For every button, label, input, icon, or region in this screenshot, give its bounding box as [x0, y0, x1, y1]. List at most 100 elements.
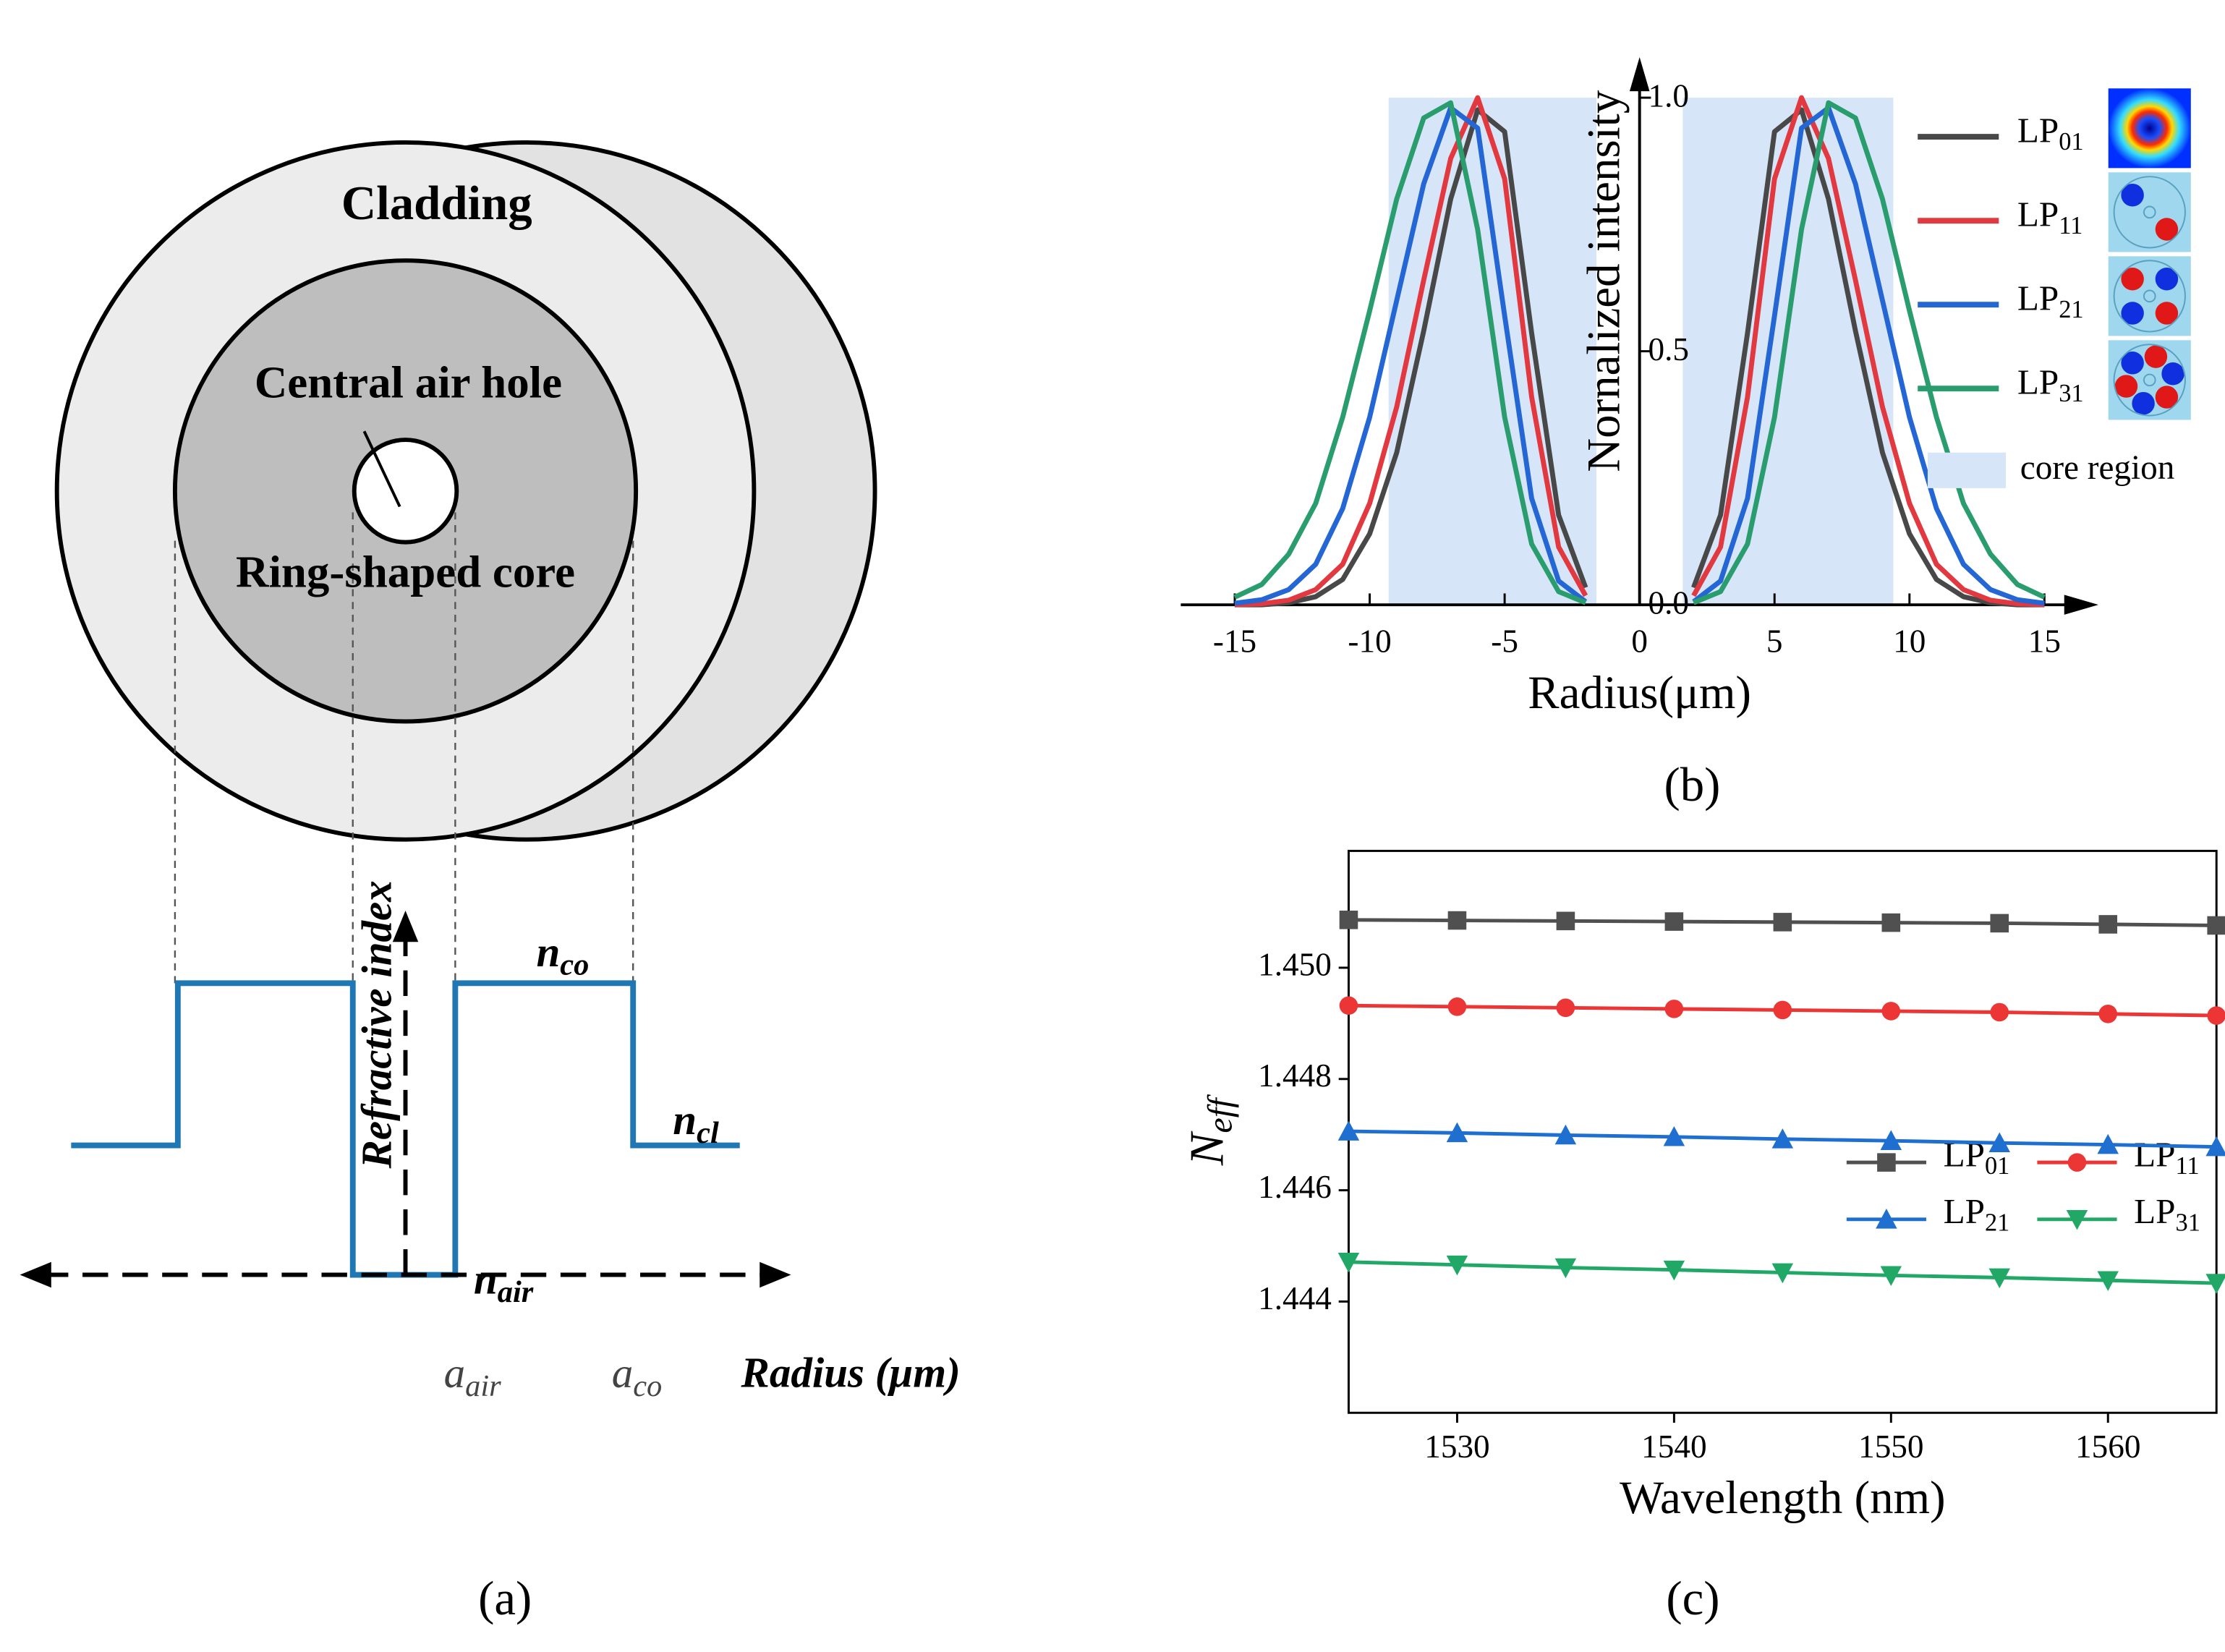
marker	[1988, 1132, 2011, 1153]
legend-marker	[1876, 1209, 1897, 1229]
marker	[1880, 1266, 1902, 1287]
air-hole-label: Central air hole	[255, 357, 562, 408]
arrow	[1629, 56, 1650, 92]
symbol-base: a	[444, 1349, 466, 1397]
marker	[1339, 996, 1358, 1016]
cladding-label: Cladding	[341, 176, 532, 230]
panel-label: (c)	[1666, 1572, 1719, 1625]
marker	[1337, 1120, 1360, 1141]
legend-marker	[2067, 1153, 2087, 1172]
symbol-subscript: co	[560, 948, 589, 982]
marker	[1337, 1253, 1360, 1273]
n-cl-label: ncl	[673, 1096, 719, 1150]
series-line	[1233, 100, 2046, 605]
y-tick-label: 1.450	[1258, 946, 1332, 982]
marker	[2098, 915, 2118, 934]
mode-ring	[2113, 176, 2186, 249]
marker	[1664, 1000, 1684, 1018]
marker	[1881, 913, 1901, 932]
marker	[1881, 1002, 1901, 1021]
marker	[1880, 1130, 1902, 1150]
mode-lobe	[2155, 386, 2179, 409]
marker	[1988, 1268, 2011, 1289]
mode-thumbnail	[2108, 256, 2191, 336]
symbol-subscript: cl	[697, 1116, 719, 1150]
x-tick-label: 1530	[1424, 1429, 1489, 1465]
mode-lobe	[2132, 391, 2155, 415]
marker	[2098, 1005, 2118, 1023]
mode-lobe	[2121, 352, 2144, 375]
y-tick-label: 1.446	[1258, 1169, 1332, 1205]
x-tick-label: 5	[1766, 623, 1783, 660]
marker	[1771, 1263, 1794, 1284]
x-tick-label: 1550	[1858, 1429, 1923, 1465]
marker	[2207, 916, 2225, 935]
series-line	[1234, 95, 2045, 608]
marker	[1556, 911, 1575, 931]
core-label: Ring-shaped core	[236, 546, 575, 597]
n-co-label: nco	[536, 928, 589, 982]
y-tick-label: 0.5	[1648, 331, 1689, 367]
a-air-label: aair	[444, 1349, 502, 1403]
y-tick-label: 1.444	[1258, 1280, 1332, 1316]
symbol-base: n	[536, 928, 560, 976]
mode-lobe	[2155, 268, 2179, 291]
mode-lobe	[2155, 302, 2179, 325]
chart: 1530 1540 1550 1560 1.444 1.446 1.448 1.450 Neff…	[1180, 849, 2225, 1625]
mode-thumbnail	[2108, 172, 2191, 252]
marker	[1771, 1128, 1794, 1149]
n-air-label: nair	[474, 1255, 534, 1309]
y-tick-label: 1.0	[1648, 77, 1689, 114]
x-tick-label: 1560	[2075, 1429, 2140, 1465]
guides	[174, 512, 634, 1275]
marker	[2097, 1133, 2119, 1154]
marker	[2207, 1006, 2225, 1025]
x-tick-label: 10	[1893, 623, 1926, 660]
symbol-subscript: co	[633, 1369, 662, 1403]
marker	[1556, 998, 1575, 1018]
marker	[2097, 1271, 2119, 1291]
symbol-base: N	[1180, 1131, 1234, 1166]
mode-ring	[2113, 344, 2186, 417]
marker	[1663, 1126, 1685, 1146]
a-co-label: aco	[612, 1349, 663, 1403]
symbol-subscript: air	[465, 1369, 501, 1403]
air-hole-shape	[352, 438, 459, 545]
mode-hole	[2143, 289, 2156, 303]
x-tick-label: 0	[1631, 623, 1648, 660]
marker	[1447, 911, 1467, 930]
marker	[2205, 1274, 2225, 1294]
legend-label: core region	[2020, 449, 2175, 487]
x-axis-title: Wavelength (nm)	[1620, 1472, 1946, 1524]
mode-hole	[2143, 373, 2156, 387]
y-axis-title: Nornalized intensity	[1578, 90, 1630, 472]
symbol-base: n	[474, 1255, 498, 1303]
arrow	[760, 1261, 791, 1288]
mode-ring	[2113, 260, 2186, 333]
x-tick-label: -5	[1491, 623, 1518, 660]
marker	[1990, 1002, 2009, 1022]
y-tick-label: 1.448	[1258, 1057, 1332, 1094]
marker	[1664, 912, 1684, 931]
mode-lobe	[2155, 218, 2179, 241]
marker	[1990, 914, 2009, 933]
legend-label: LP11	[2134, 1135, 2200, 1180]
y-axis-title: Neff	[1180, 1094, 1239, 1166]
arrow	[2064, 595, 2098, 615]
arrow	[20, 1261, 51, 1288]
legend-marker	[1877, 1153, 1896, 1172]
marker	[1446, 1122, 1468, 1143]
mode-lobe	[2114, 375, 2138, 398]
marker	[2205, 1136, 2225, 1157]
mode-lobe	[2144, 345, 2168, 368]
mode-lobe	[2121, 183, 2144, 207]
chart: -15 -10 -5 0 5 10 15 0.0 0.5 1.0 Nornalized intens…	[1180, 56, 2191, 812]
y-tick-label: 0.0	[1648, 585, 1689, 621]
x-axis-title: Radius(μm)	[1528, 667, 1751, 719]
mode-lobe	[2121, 302, 2144, 325]
series-line	[1235, 107, 2045, 608]
legend-swatch	[1927, 452, 2007, 488]
mode-lobe	[2121, 268, 2144, 291]
